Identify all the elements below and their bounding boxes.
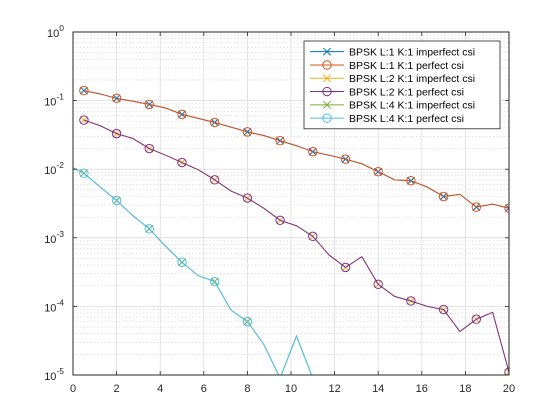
series-line (83, 119, 509, 373)
series-line (73, 167, 313, 375)
data-point-marker (438, 304, 449, 315)
series-2 (79, 85, 509, 213)
data-point-marker (471, 314, 481, 324)
data-point-marker (210, 276, 220, 287)
data-point-marker (111, 128, 122, 139)
series-layer (73, 85, 509, 375)
x-tick-label: 8 (244, 383, 250, 395)
data-point-marker (373, 166, 383, 177)
legend-box (303, 40, 501, 130)
data-point-marker (505, 204, 509, 213)
legend-marker (323, 47, 331, 56)
data-point-marker (340, 262, 351, 273)
data-point-marker (177, 157, 187, 168)
data-point-marker (79, 115, 89, 125)
legend-marker (322, 113, 332, 123)
legend-label: BPSK L:4 K:1 perfect csi (349, 113, 464, 125)
data-point-marker (79, 85, 89, 96)
legend-label: BPSK L:2 K:1 imperfect csi (349, 73, 475, 85)
data-point-marker (177, 109, 187, 120)
data-point-marker (438, 191, 449, 202)
y-tick-label: 10-4 (44, 297, 64, 314)
data-point-marker (111, 195, 122, 206)
data-point-marker (144, 143, 155, 154)
legend-label: BPSK L:1 K:1 perfect csi (349, 60, 464, 72)
x-tick-label: 14 (372, 383, 384, 395)
legend-label: BPSK L:1 K:1 imperfect csi (349, 46, 475, 58)
data-point-marker (144, 99, 155, 110)
y-tick-label: 100 (47, 23, 64, 40)
x-tick-label: 6 (201, 383, 207, 395)
data-point-marker (471, 202, 481, 212)
legend-entry: BPSK L:2 K:1 perfect csi (310, 86, 464, 98)
data-point-marker (406, 296, 416, 306)
x-tick-label: 2 (114, 383, 120, 395)
tick-marks (72, 31, 510, 376)
legend-entry: BPSK L:4 K:1 imperfect csi (310, 100, 475, 112)
legend-label: BPSK L:2 K:1 perfect csi (349, 86, 464, 98)
y-tick-label: 10-3 (44, 229, 64, 246)
data-point-marker (242, 316, 253, 327)
x-tick-labels: 0 2 4 6 8 10 12 14 16 18 20 (70, 383, 515, 395)
legend-marker (323, 100, 331, 109)
data-point-marker (373, 279, 383, 289)
data-point-marker (111, 93, 122, 104)
data-point-marker (242, 127, 253, 137)
data-point-marker (144, 224, 155, 234)
legend-entry: BPSK L:4 K:1 perfect csi (310, 113, 464, 125)
data-point-marker (79, 168, 89, 179)
x-tick-label: 12 (328, 383, 340, 395)
legend: BPSK L:1 K:1 imperfect csi BPSK L:1 K:1 p… (303, 40, 501, 130)
series-4 (79, 115, 509, 375)
legend-label: BPSK L:4 K:1 imperfect csi (349, 100, 475, 112)
data-point-marker (275, 136, 285, 146)
data-point-marker (79, 86, 88, 95)
data-point-marker (177, 257, 187, 267)
x-tick-label: 0 (70, 383, 76, 395)
data-point-marker (242, 193, 253, 203)
x-tick-label: 10 (285, 383, 297, 395)
x-tick-label: 18 (459, 383, 471, 395)
x-tick-label: 20 (503, 383, 515, 395)
x-tick-label: 16 (416, 383, 428, 395)
legend-entry: BPSK L:1 K:1 imperfect csi (310, 46, 475, 58)
y-tick-labels: 10-5 10-4 10-3 10-2 10-1 100 (44, 23, 64, 383)
data-point-marker (275, 215, 285, 225)
data-point-marker (308, 146, 318, 157)
x-tick-label: 4 (157, 383, 163, 395)
y-tick-label: 10-5 (44, 366, 64, 383)
data-point-marker (406, 175, 416, 186)
series-line (83, 90, 509, 209)
legend-marker (322, 60, 332, 70)
data-point-marker (340, 154, 351, 164)
legend-marker (323, 74, 331, 83)
series-6 (73, 167, 313, 375)
legend-marker (322, 86, 332, 97)
y-tick-label: 10-2 (44, 160, 64, 177)
legend-entry: BPSK L:1 K:1 perfect csi (310, 60, 464, 72)
y-tick-label: 10-1 (44, 92, 64, 109)
data-point-marker (210, 117, 220, 128)
data-point-marker (210, 175, 220, 185)
data-point-marker (308, 231, 318, 242)
legend-entry: BPSK L:2 K:1 imperfect csi (310, 73, 475, 85)
